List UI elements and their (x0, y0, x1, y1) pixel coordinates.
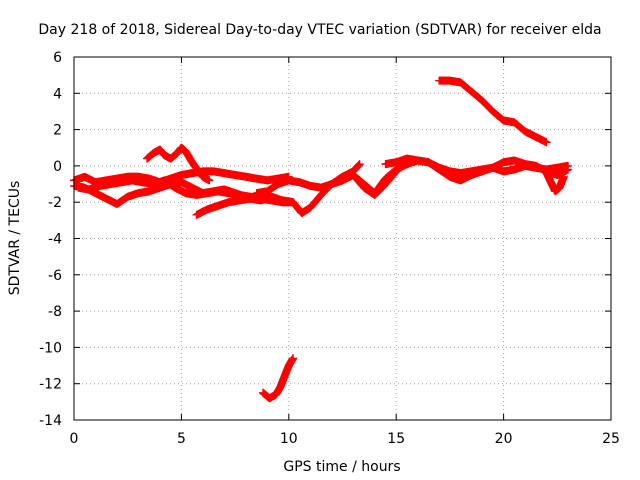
tick-layer: 0 5 10 15 20 25 -14 -12 -10 -8 -6 -4 -2 0 2 4 6 (39, 50, 620, 447)
y-tick-label: -6 (48, 268, 62, 284)
y-tick-label: -14 (39, 413, 62, 429)
data-layer (70, 76, 573, 403)
x-tick-label: 10 (280, 431, 298, 447)
x-tick-label: 0 (70, 431, 79, 447)
y-tick-label: -2 (48, 195, 62, 211)
series-track-10 (435, 76, 551, 147)
y-tick-label: -10 (39, 340, 62, 356)
x-tick-label: 20 (495, 431, 513, 447)
data-point (289, 354, 298, 363)
x-tick-label: 15 (387, 431, 405, 447)
chart-title: Day 218 of 2018, Sidereal Day-to-day VTE… (38, 22, 601, 38)
series-track-9 (542, 169, 568, 196)
x-tick-label: 5 (177, 431, 186, 447)
y-tick-label: -12 (39, 377, 62, 393)
y-tick-label: -4 (48, 232, 62, 248)
series-track-8 (381, 154, 573, 185)
series-track-1 (70, 167, 293, 187)
y-axis-label: SDTVAR / TECUs (7, 181, 23, 296)
y-tick-label: 4 (53, 86, 62, 102)
y-tick-label: 0 (53, 159, 62, 175)
x-tick-label: 25 (602, 431, 620, 447)
data-point (542, 138, 551, 147)
x-axis-label: GPS time / hours (283, 459, 400, 475)
data-point (355, 160, 364, 169)
series-track-4 (143, 143, 214, 185)
series-track-11 (259, 354, 298, 403)
data-point (205, 176, 214, 185)
y-tick-label: -8 (48, 304, 62, 320)
y-tick-label: 6 (53, 50, 62, 66)
data-point (564, 165, 573, 174)
data-point (559, 172, 568, 181)
grid-layer (74, 57, 611, 420)
y-tick-label: 2 (53, 123, 62, 139)
